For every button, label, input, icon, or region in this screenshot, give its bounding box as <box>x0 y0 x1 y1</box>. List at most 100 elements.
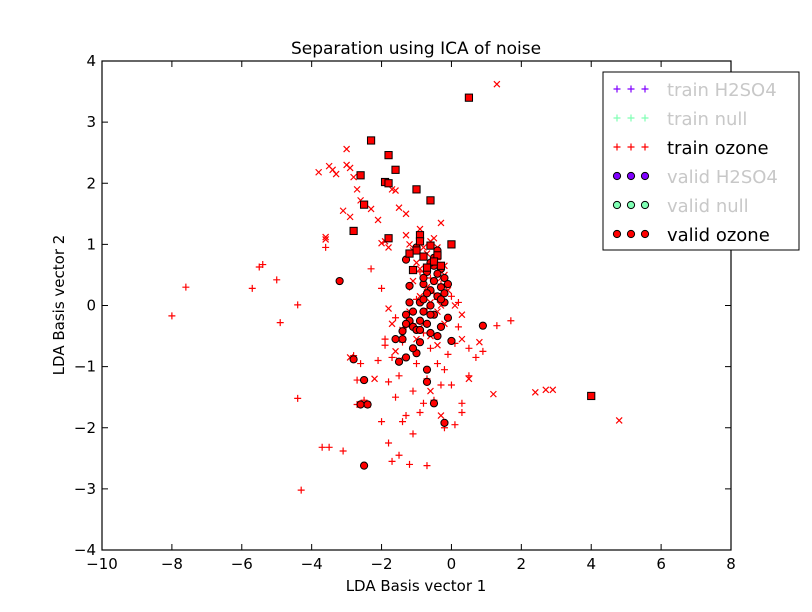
data-point <box>273 276 281 284</box>
data-point <box>444 350 452 358</box>
legend-label: train H2SO4 <box>667 80 777 101</box>
data-point <box>416 408 424 416</box>
y-tick-label: 2 <box>86 174 96 192</box>
y-tick-label: 3 <box>86 113 96 131</box>
data-point <box>276 319 284 327</box>
data-point <box>419 295 428 304</box>
legend-marker <box>612 200 622 210</box>
data-point <box>356 171 365 180</box>
legend-entry: valid H2SO4 <box>612 167 778 188</box>
data-point <box>349 355 358 364</box>
data-point <box>408 265 418 275</box>
data-point <box>388 457 396 465</box>
data-point <box>412 185 421 194</box>
legend-label: valid null <box>667 196 749 217</box>
data-point <box>419 252 428 261</box>
data-point <box>349 226 358 236</box>
data-point <box>371 375 378 383</box>
data-point <box>426 241 435 250</box>
y-tick-label: −1 <box>74 358 96 376</box>
data-point <box>350 173 358 181</box>
legend-label: valid ozone <box>667 225 770 246</box>
data-point <box>419 399 427 407</box>
data-point <box>451 302 459 309</box>
data-point <box>436 283 446 292</box>
legend-marker <box>612 171 622 181</box>
data-point <box>437 412 445 419</box>
data-point <box>378 284 386 292</box>
data-point <box>322 236 330 243</box>
data-point <box>447 292 455 300</box>
data-point <box>615 416 623 424</box>
data-point <box>385 378 393 386</box>
data-point <box>401 310 411 319</box>
data-point <box>454 323 462 331</box>
data-point <box>493 80 501 88</box>
data-point <box>385 244 392 251</box>
legend-marker <box>613 143 621 151</box>
data-point <box>422 377 432 387</box>
legend-marker <box>627 114 635 122</box>
legend-marker <box>641 114 649 122</box>
legend-marker <box>641 143 649 151</box>
data-point <box>458 335 466 343</box>
y-tick-label: 1 <box>86 235 96 253</box>
data-point <box>402 231 410 239</box>
data-point <box>434 341 441 349</box>
legend-entry: valid ozone <box>612 225 770 246</box>
data-point <box>359 200 369 209</box>
data-point <box>315 168 323 176</box>
data-point <box>436 295 446 304</box>
data-point <box>367 265 375 273</box>
data-point <box>392 347 399 355</box>
data-point <box>332 170 340 178</box>
data-point <box>415 316 425 325</box>
x-tick-label: 6 <box>656 555 666 573</box>
legend-label: train null <box>667 109 747 130</box>
data-point <box>339 207 347 215</box>
data-point <box>443 313 453 322</box>
data-point <box>415 338 425 347</box>
data-point <box>325 443 333 451</box>
data-point <box>454 298 462 306</box>
data-point <box>363 400 372 409</box>
x-tick-label: 0 <box>447 555 457 573</box>
data-point <box>297 486 305 494</box>
data-point <box>422 319 432 328</box>
data-point <box>384 234 393 243</box>
data-point <box>391 165 400 174</box>
data-point <box>409 430 417 438</box>
data-point <box>359 461 369 470</box>
data-point <box>353 185 361 193</box>
legend-marker <box>613 114 621 122</box>
data-point <box>422 263 432 272</box>
data-point <box>493 322 501 330</box>
data-point <box>339 447 347 455</box>
data-point <box>182 283 190 291</box>
data-point <box>415 237 425 246</box>
data-point <box>429 276 439 286</box>
data-point <box>395 372 403 380</box>
data-point <box>420 244 427 251</box>
data-point <box>259 261 267 269</box>
data-point <box>426 328 435 338</box>
data-point <box>395 204 403 212</box>
data-point <box>587 391 596 401</box>
data-point <box>458 311 466 319</box>
data-point <box>391 335 400 344</box>
data-point <box>413 259 420 267</box>
data-point <box>346 164 354 172</box>
legend-marker <box>627 143 635 151</box>
data-point <box>415 325 425 335</box>
data-point <box>318 443 326 451</box>
data-point <box>346 213 354 221</box>
data-point <box>422 365 432 374</box>
data-point <box>429 257 439 266</box>
y-tick-label: −4 <box>74 541 96 559</box>
data-point <box>472 353 480 361</box>
data-point <box>419 307 428 316</box>
data-point <box>443 280 453 289</box>
data-point <box>437 219 445 227</box>
data-point <box>395 451 403 459</box>
data-point <box>398 335 407 344</box>
